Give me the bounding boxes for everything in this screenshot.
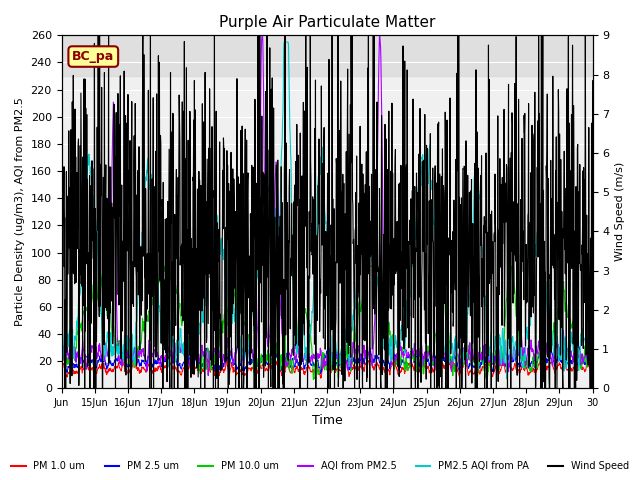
Bar xyxy=(61,36,593,76)
Title: Purple Air Particulate Matter: Purple Air Particulate Matter xyxy=(219,15,435,30)
Legend: PM 1.0 um, PM 2.5 um, PM 10.0 um, AQI from PM2.5, PM2.5 AQI from PA, Wind Speed: PM 1.0 um, PM 2.5 um, PM 10.0 um, AQI fr… xyxy=(7,457,633,475)
Text: BC_pa: BC_pa xyxy=(72,50,115,63)
Y-axis label: Particle Density (ug/m3), AQI from PM2.5: Particle Density (ug/m3), AQI from PM2.5 xyxy=(15,97,25,326)
Y-axis label: Wind Speed (m/s): Wind Speed (m/s) xyxy=(615,162,625,262)
X-axis label: Time: Time xyxy=(312,414,342,427)
